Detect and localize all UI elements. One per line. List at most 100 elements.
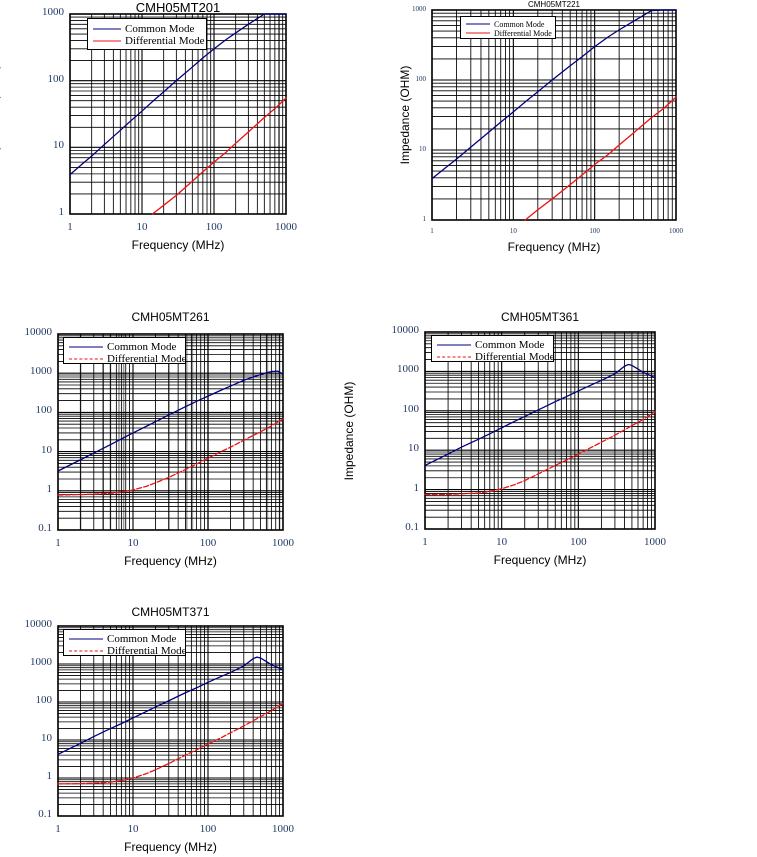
legend-label-common-mode: Common Mode	[125, 22, 195, 35]
chart-panel-cmh05mt221: CMH05MT221 1 10 100 1000 1 10 100 1000 Frequency …	[398, 0, 710, 260]
series-line-differential-mode	[57, 702, 284, 785]
series-layer	[69, 13, 287, 215]
y-tick-label: 1000	[42, 6, 64, 19]
legend-item-common-mode: Common Mode	[64, 633, 185, 645]
legend-item-common-mode: Common Mode	[432, 339, 553, 351]
legend-line-differential-mode	[69, 358, 103, 360]
legend-swatch-differential-mode	[69, 354, 103, 365]
legend-label-differential-mode: Differential Mode	[125, 34, 205, 47]
legend-item-common-mode: Common Mode	[461, 20, 555, 29]
legend-label-common-mode: Common Mode	[107, 341, 177, 354]
x-tick-label: 10	[136, 221, 148, 233]
series-layer	[57, 370, 284, 496]
series-line-differential-mode	[424, 411, 656, 496]
plot-border	[57, 625, 284, 817]
legend-line-common-mode	[437, 344, 471, 346]
legend-swatch-common-mode	[93, 23, 121, 34]
y-tick-label: 1	[46, 770, 53, 783]
y-tick-label: 10000	[24, 326, 53, 339]
legend-label-differential-mode: Differential Mode	[107, 353, 187, 366]
y-tick-label: 0.1	[405, 521, 419, 534]
y-axis-title: Impedance (OHM)	[341, 381, 356, 480]
y-tick-label: 100	[47, 72, 65, 85]
x-tick-label: 1	[430, 227, 434, 235]
legend: Common Mode Differential Mode	[87, 18, 207, 50]
legend: Common Mode Differential Mode	[63, 337, 187, 366]
legend-item-differential-mode: Differential Mode	[432, 351, 555, 364]
grid-and-axes	[57, 625, 284, 817]
x-axis-title: Frequency (MHz)	[124, 840, 217, 854]
x-tick-label: 100	[205, 221, 223, 233]
y-tick-label: 1000	[30, 365, 52, 378]
legend-swatch-common-mode	[69, 634, 103, 645]
series-line-common-mode	[57, 370, 284, 472]
x-tick-label: 1000	[669, 227, 683, 235]
series-line-differential-mode	[151, 97, 287, 215]
series-line-differential-mode	[524, 96, 677, 221]
legend-item-common-mode: Common Mode	[88, 23, 206, 35]
legend: Common Mode Differential Mode	[63, 629, 187, 657]
x-tick-label: 100	[589, 227, 600, 235]
legend-swatch-common-mode	[466, 20, 490, 28]
y-tick-label: 100	[415, 74, 427, 83]
y-tick-label: 0.1	[38, 522, 52, 535]
legend-swatch-differential-mode	[466, 29, 490, 37]
chart-panel-cmh05mt361: CMH05MT361 0.1 1 10 100 1000 10000 1 10 100 1000 Fr…	[342, 310, 690, 580]
y-tick-label: 100	[35, 404, 53, 417]
legend-line-differential-mode	[466, 32, 490, 34]
x-tick-label: 1	[55, 537, 61, 549]
legend-item-differential-mode: Differential Mode	[88, 35, 206, 47]
legend-label-differential-mode: Differential Mode	[475, 351, 555, 364]
y-tick-label: 100	[402, 402, 420, 415]
y-tick-label: 10	[53, 139, 64, 152]
legend-line-common-mode	[69, 638, 103, 640]
series-line-common-mode	[424, 363, 656, 467]
x-axis-title: Frequency (MHz)	[131, 238, 225, 252]
x-axis-title: Frequency (MHz)	[507, 240, 601, 254]
series-layer	[431, 9, 677, 221]
x-tick-label: 10	[127, 537, 139, 549]
y-tick-label: 1	[46, 482, 53, 495]
chart-panel-cmh05mt371: CMH05MT371 0.1 1 10 100 1000 10000 1 10 100 1000 Fr…	[0, 605, 320, 857]
legend-item-differential-mode: Differential Mode	[64, 353, 187, 366]
series-line-common-mode	[57, 656, 284, 755]
y-tick-label: 10	[419, 144, 426, 153]
chart-title: CMH05MT361	[500, 310, 580, 324]
y-tick-label: 1	[58, 206, 65, 219]
x-tick-label: 1	[55, 823, 61, 835]
y-tick-label: 1000	[30, 656, 52, 669]
legend-item-differential-mode: Differential Mode	[461, 29, 555, 38]
x-tick-label: 10	[496, 536, 508, 548]
y-tick-label: 10000	[24, 618, 53, 631]
gridlines	[431, 10, 676, 221]
y-tick-label: 10	[41, 732, 52, 745]
y-tick-label: 10	[41, 443, 52, 456]
legend-label-common-mode: Common Mode	[107, 633, 177, 646]
series-line-differential-mode	[57, 418, 284, 496]
legend-line-differential-mode	[69, 650, 103, 652]
legend-line-common-mode	[69, 346, 103, 348]
legend-swatch-common-mode	[437, 340, 471, 351]
y-tick-label: 1	[413, 481, 420, 494]
legend-swatch-differential-mode	[437, 352, 471, 363]
chart-title: CMH05MT221	[527, 0, 580, 9]
series-layer	[424, 363, 656, 496]
legend: Common Mode Differential Mode	[431, 335, 555, 364]
legend-line-common-mode	[93, 28, 121, 30]
x-axis-title: Frequency (MHz)	[124, 554, 217, 568]
y-tick-label: 1000	[397, 363, 419, 376]
legend: Common Mode Differential Mode	[460, 16, 556, 39]
plot-border	[57, 333, 284, 531]
legend-label-common-mode: Common Mode	[475, 339, 545, 352]
legend-swatch-differential-mode	[69, 646, 103, 657]
y-tick-label: 1000	[412, 4, 426, 13]
series-line-common-mode	[69, 13, 287, 176]
y-tick-label: 0.1	[38, 808, 52, 821]
series-clip	[432, 10, 676, 220]
x-tick-label: 1000	[275, 221, 297, 233]
legend-swatch-common-mode	[69, 342, 103, 353]
chart-panel-cmh05mt201: CMH05MT201 1 10 100 1000 1 10 100 1000 Frequency …	[0, 0, 300, 260]
legend-line-common-mode	[466, 23, 490, 25]
y-tick-label: 10000	[391, 324, 420, 337]
chart-panel-cmh05mt261: CMH05MT261 0.1 1 10 100 1000 10000 1 10 100 1000 Fr…	[0, 310, 310, 580]
